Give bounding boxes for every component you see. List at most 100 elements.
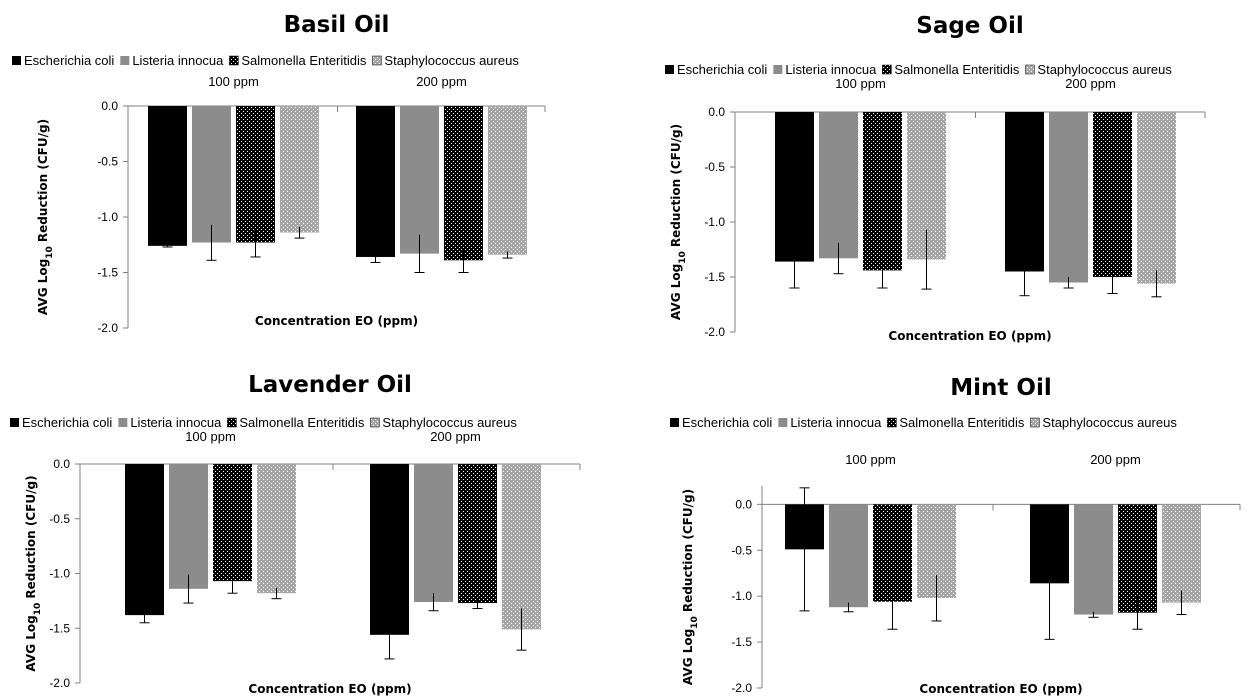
bar <box>257 464 296 594</box>
y-tick-label: -0.5 <box>97 155 118 169</box>
y-axis-title-main: AVG Log <box>681 629 695 685</box>
chart-panel-3: Lavender Oil Escherichia coli Listeria inn… <box>10 372 581 696</box>
bar <box>236 106 275 243</box>
y-tick-label: -1.0 <box>97 210 118 224</box>
category-label: 200 ppm <box>430 429 481 444</box>
bar <box>1093 112 1132 277</box>
legend-item: Staphylococcus aureus <box>1025 62 1172 77</box>
y-tick-label: -1.0 <box>49 567 70 581</box>
legend-label: Staphylococcus aureus <box>382 415 517 430</box>
category-label: 200 ppm <box>1065 76 1116 91</box>
legend-item: Listeria innocua <box>778 415 882 430</box>
bar <box>458 464 497 604</box>
legend-item: Escherichia coli <box>665 62 767 77</box>
legend-item: Staphylococcus aureus <box>370 415 517 430</box>
legend-label: Salmonella Enteritidis <box>239 415 365 430</box>
y-tick-label: -1.5 <box>97 266 118 280</box>
legend-item: Escherichia coli <box>670 415 772 430</box>
x-axis-title: Concentration EO (ppm) <box>255 314 418 328</box>
bar <box>1162 504 1201 603</box>
legend-swatch <box>118 418 128 427</box>
x-axis-title: Concentration EO (ppm) <box>919 682 1082 696</box>
category-label: 100 ppm <box>845 452 896 467</box>
chart-panel-4: Mint Oil Escherichia coli Listeria innocua… <box>670 375 1241 696</box>
y-tick-label: -1.5 <box>49 621 70 635</box>
y-axis-title: AVG Log10 Reduction (CFU/g) <box>669 124 688 320</box>
bar <box>400 106 439 254</box>
legend-swatch <box>372 55 382 66</box>
bar <box>414 464 453 602</box>
y-tick-label: -1.5 <box>731 635 752 649</box>
legend-swatch <box>227 417 237 428</box>
legend-swatch <box>665 65 674 74</box>
category-label: 200 ppm <box>416 74 467 89</box>
bar <box>1118 504 1157 613</box>
legend-item: Escherichia coli <box>12 53 114 68</box>
legend-label: Listeria innocua <box>130 415 222 430</box>
y-tick-label: -2.0 <box>704 325 725 339</box>
y-axis-title-main: AVG Log <box>24 615 38 671</box>
y-tick-label: -2.0 <box>97 321 118 335</box>
legend-swatch <box>10 418 19 427</box>
y-tick-label: 0.0 <box>735 497 752 511</box>
legend: Escherichia coli Listeria innocua Salmonel… <box>10 415 517 430</box>
legend-swatch <box>670 418 679 427</box>
category-label: 100 ppm <box>185 429 236 444</box>
bar <box>1137 112 1176 284</box>
legend: Escherichia coli Listeria innocua Salmonel… <box>670 415 1177 430</box>
legend-label: Escherichia coli <box>682 415 772 430</box>
chart-panel-1: Basil Oil Escherichia coli Listeria innocu… <box>12 12 546 335</box>
legend-label: Salmonella Enteritidis <box>241 53 367 68</box>
y-axis-title-rest: Reduction (CFU/g) <box>24 475 38 602</box>
y-axis-title: AVG Log10 Reduction (CFU/g) <box>24 475 43 671</box>
legend-swatch <box>778 418 788 427</box>
chart-title: Mint Oil <box>950 375 1051 401</box>
legend-item: Listeria innocua <box>773 62 877 77</box>
legend-swatch <box>1025 64 1035 75</box>
y-axis-title-rest: Reduction (CFU/g) <box>36 119 50 246</box>
legend-label: Escherichia coli <box>677 62 767 77</box>
legend-item: Salmonella Enteritidis <box>882 62 1020 77</box>
y-tick-label: -2.0 <box>731 681 752 695</box>
y-tick-label: 0.0 <box>53 457 70 471</box>
legend-item: Salmonella Enteritidis <box>887 415 1025 430</box>
y-axis-title-rest: Reduction (CFU/g) <box>681 489 695 616</box>
legend-label: Listeria innocua <box>132 53 224 68</box>
chart-panel-2: Sage Oil Escherichia coli Listeria innocua… <box>665 13 1206 343</box>
y-axis-title-subscript: 10 <box>33 603 43 616</box>
y-axis-title: AVG Log10 Reduction (CFU/g) <box>36 119 55 315</box>
legend: Escherichia coli Listeria innocua Salmonel… <box>665 62 1172 77</box>
legend-item: Staphylococcus aureus <box>372 53 519 68</box>
bar <box>148 106 187 246</box>
bar <box>356 106 395 257</box>
legend-item: Listeria innocua <box>118 415 222 430</box>
legend-item: Escherichia coli <box>10 415 112 430</box>
legend-swatch <box>12 56 21 65</box>
y-axis-title-subscript: 10 <box>690 616 700 629</box>
y-axis-title-main: AVG Log <box>669 264 683 320</box>
bar <box>169 464 208 589</box>
category-label: 100 ppm <box>208 74 259 89</box>
bar <box>1074 504 1113 615</box>
bar <box>488 106 527 255</box>
y-axis-title-subscript: 10 <box>45 246 55 259</box>
y-tick-label: -1.0 <box>704 215 725 229</box>
y-tick-label: -0.5 <box>731 543 752 557</box>
legend-item: Salmonella Enteritidis <box>229 53 367 68</box>
y-tick-label: -0.5 <box>49 512 70 526</box>
legend-label: Listeria innocua <box>785 62 877 77</box>
y-axis-title-main: AVG Log <box>36 259 50 315</box>
bar <box>370 464 409 635</box>
legend-label: Staphylococcus aureus <box>1037 62 1172 77</box>
legend-item: Staphylococcus aureus <box>1030 415 1177 430</box>
legend-label: Staphylococcus aureus <box>384 53 519 68</box>
legend-swatch <box>1030 417 1040 428</box>
bar <box>863 112 902 271</box>
legend-item: Listeria innocua <box>120 53 224 68</box>
bar <box>829 504 868 608</box>
y-tick-label: 0.0 <box>708 105 725 119</box>
y-tick-label: -2.0 <box>49 676 70 690</box>
y-axis-title: AVG Log10 Reduction (CFU/g) <box>681 489 700 685</box>
bar <box>502 464 541 630</box>
